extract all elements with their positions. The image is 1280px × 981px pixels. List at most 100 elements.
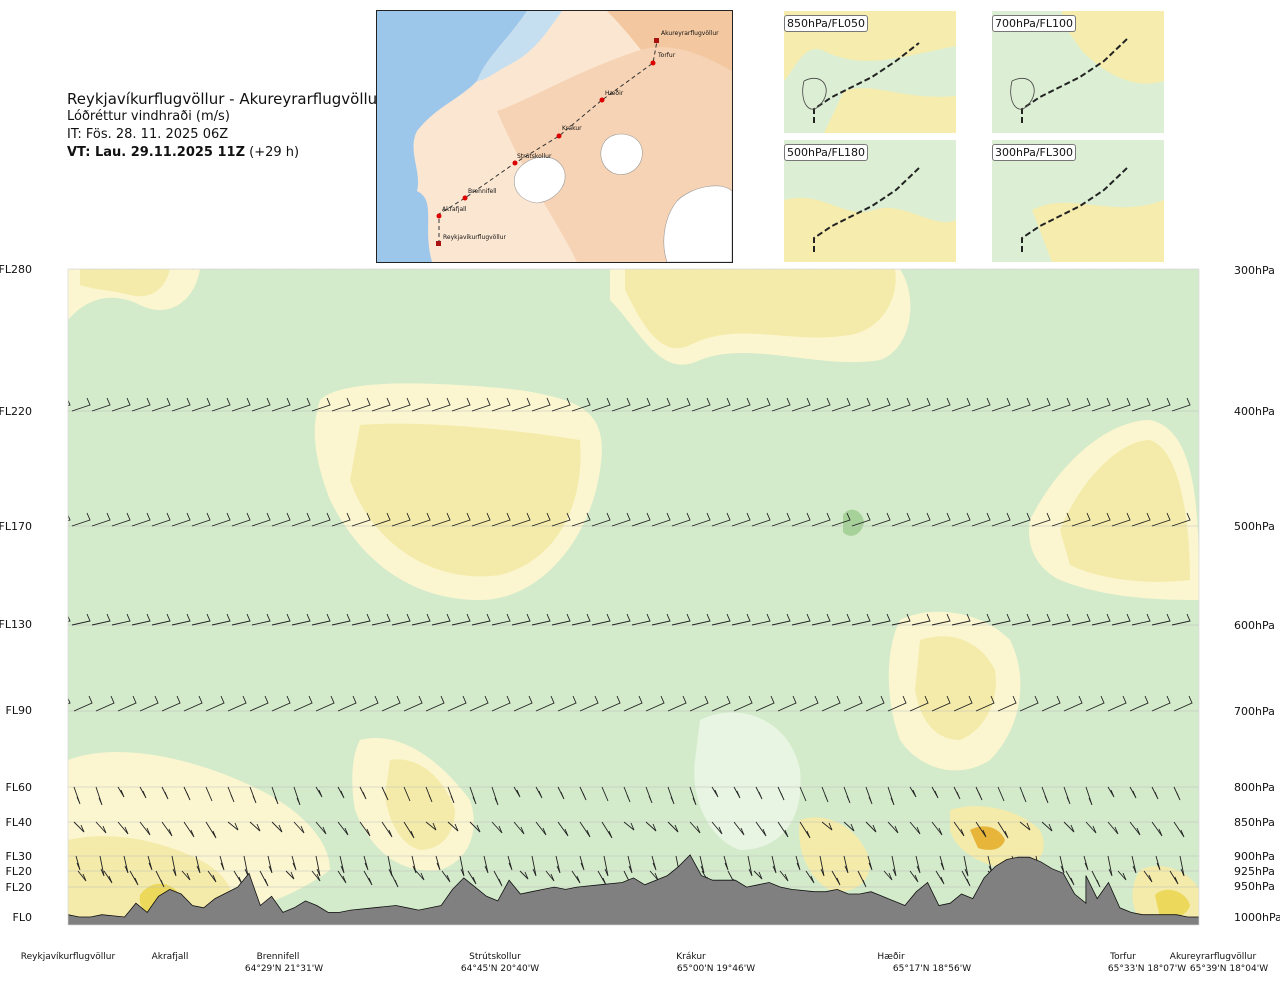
- wind-barb: [975, 695, 995, 712]
- wind-barb: [381, 821, 393, 838]
- wind-barb: [411, 512, 431, 527]
- wind-barb: [911, 512, 931, 527]
- wind-barb: [1091, 397, 1111, 412]
- wind-barb: [935, 870, 945, 885]
- wind-barb: [72, 269, 74, 270]
- variable-label: Lóðréttur vindhraði (m/s): [67, 109, 230, 124]
- wind-barb: [363, 855, 369, 871]
- wind-barb: [843, 855, 849, 874]
- wind-barb: [733, 786, 741, 799]
- wind-barb: [931, 512, 951, 527]
- wind-barb: [447, 821, 459, 832]
- wind-barb: [753, 870, 763, 880]
- wind-barb: [1051, 613, 1071, 626]
- waypoint-marker-akrafjall: [436, 213, 442, 219]
- wind-barb: [1092, 269, 1094, 270]
- waypoint-name: Reykjavíkurflugvöllur: [21, 952, 116, 962]
- wind-barb: [531, 613, 551, 626]
- wind-barb: [511, 512, 531, 527]
- waypoint-name: Brennifell: [257, 952, 300, 962]
- wind-barb: [1052, 269, 1054, 270]
- fl-label: FL60: [6, 781, 32, 794]
- wind-barb: [1072, 269, 1074, 270]
- wind-barb: [227, 695, 247, 712]
- level-map-label: 300hPa/FL300: [992, 144, 1077, 161]
- wind-barb: [415, 870, 425, 881]
- wind-barb: [211, 397, 231, 412]
- wind-barb: [68, 697, 71, 705]
- wind-barb: [1171, 613, 1191, 626]
- wind-barb: [181, 870, 191, 881]
- wind-barb: [1171, 512, 1191, 527]
- wind-barb: [1129, 786, 1137, 799]
- wind-barb: [68, 399, 71, 407]
- wind-barb: [851, 512, 871, 527]
- wind-barb: [623, 786, 631, 803]
- wind-barb: [315, 786, 323, 798]
- wind-barb: [909, 870, 919, 883]
- wind-barb: [431, 512, 451, 527]
- wind-barb: [1171, 397, 1191, 412]
- wind-barb: [865, 695, 885, 712]
- wind-barb: [252, 269, 254, 270]
- wind-barb: [52, 787, 58, 803]
- wind-barb: [711, 397, 731, 412]
- wind-barb: [819, 855, 825, 877]
- wind-barb: [337, 821, 349, 836]
- wind-barb: [112, 269, 114, 270]
- contour-updraft-left: [350, 423, 581, 577]
- wind-barb: [535, 786, 543, 799]
- wind-barb: [129, 870, 139, 886]
- wind-barb: [271, 397, 291, 412]
- wind-barb: [467, 870, 477, 885]
- wind-barb: [68, 514, 71, 522]
- wind-barb: [155, 870, 165, 888]
- wind-barb: [491, 613, 511, 626]
- wind-barb: [871, 512, 891, 527]
- wind-barb: [821, 786, 829, 803]
- contour-strong-updraft-right: [970, 826, 1005, 850]
- wind-barb: [909, 786, 917, 798]
- waypoint-name: Krákur: [676, 952, 706, 962]
- wind-barb: [952, 269, 954, 270]
- wind-barb: [1129, 695, 1149, 712]
- wind-barb: [832, 269, 834, 270]
- wind-barb: [192, 269, 194, 270]
- wind-barb: [249, 821, 261, 832]
- wind-barb: [1151, 613, 1171, 626]
- wind-barb: [251, 397, 271, 412]
- wind-barb: [1172, 269, 1174, 270]
- wind-barb: [911, 397, 931, 412]
- wind-barb: [811, 613, 831, 626]
- wind-barb: [771, 397, 791, 412]
- wind-barb: [915, 855, 921, 874]
- contour-updraft-right: [1060, 440, 1190, 582]
- wind-barb: [611, 613, 631, 626]
- wind-barb: [651, 855, 657, 871]
- wind-barb: [731, 512, 751, 527]
- wind-barb: [391, 397, 411, 412]
- map-label-akureyri: Akureyrarflugvöllur: [661, 30, 719, 37]
- wind-barb: [689, 786, 697, 806]
- wind-barb: [1111, 613, 1131, 626]
- wind-barb: [551, 397, 571, 412]
- wind-barb: [799, 821, 811, 839]
- wind-barb: [723, 855, 729, 871]
- wind-barb: [939, 855, 945, 871]
- wind-barb: [557, 786, 565, 800]
- wind-barb: [733, 821, 745, 836]
- wind-barb: [887, 695, 907, 712]
- pressure-axis: 300hPa 400hPa 500hPa 600hPa 700hPa 800hP…: [1234, 264, 1280, 924]
- hpa-label: 900hPa: [1234, 850, 1275, 863]
- wind-barb: [871, 397, 891, 412]
- wind-barb: [632, 269, 634, 270]
- wind-barb: [75, 855, 81, 871]
- wind-barb: [971, 512, 991, 527]
- wind-barb: [1051, 512, 1071, 527]
- contour-updraft-topleft: [80, 269, 170, 297]
- valid-time-offset: (+29 h): [249, 145, 300, 160]
- wind-barb: [71, 512, 91, 527]
- wind-barb: [92, 269, 94, 270]
- wind-barb: [381, 695, 401, 712]
